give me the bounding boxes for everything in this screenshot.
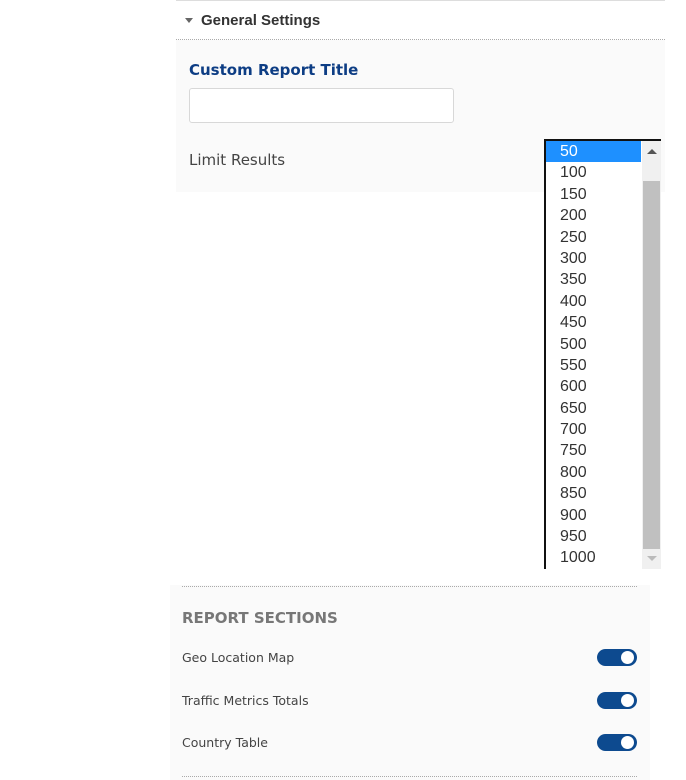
scrollbar-thumb[interactable] xyxy=(643,181,660,549)
section-label: Traffic Metrics Totals xyxy=(182,692,309,708)
limit-option[interactable]: 800 xyxy=(560,463,587,481)
report-sections-title: REPORT SECTIONS xyxy=(182,609,338,627)
section-row-geo-location-map: Geo Location Map xyxy=(182,648,637,666)
limit-option[interactable]: 350 xyxy=(560,271,587,289)
custom-report-title-label: Custom Report Title xyxy=(189,61,359,79)
limit-option[interactable]: 600 xyxy=(560,378,587,396)
country-table-toggle[interactable] xyxy=(597,733,637,751)
scroll-down-arrow-icon[interactable] xyxy=(647,556,657,561)
section-row-country-table: Country Table xyxy=(182,733,637,751)
limit-option[interactable]: 650 xyxy=(560,399,587,417)
limit-results-listbox[interactable]: 50 100 150 200 250 300 350 400 450 500 550 600 650 70… xyxy=(544,139,661,569)
limit-option[interactable]: 850 xyxy=(560,485,587,503)
limit-option[interactable]: 250 xyxy=(560,228,587,246)
scroll-up-arrow-icon[interactable] xyxy=(647,149,657,154)
section-row-traffic-metrics-totals: Traffic Metrics Totals xyxy=(182,691,637,709)
general-settings-panel: General Settings Custom Report Title Lim… xyxy=(176,0,665,192)
limit-option[interactable]: 750 xyxy=(560,442,587,460)
limit-option[interactable]: 700 xyxy=(560,421,587,439)
limit-option[interactable]: 300 xyxy=(560,249,587,267)
custom-report-title-input[interactable] xyxy=(189,88,454,123)
limit-option[interactable]: 500 xyxy=(560,335,587,353)
limit-results-label: Limit Results xyxy=(189,151,286,169)
section-title: General Settings xyxy=(201,11,321,29)
limit-option[interactable]: 550 xyxy=(560,356,587,374)
limit-option[interactable]: 400 xyxy=(560,292,587,310)
limit-option[interactable]: 150 xyxy=(560,185,587,203)
limit-option[interactable]: 100 xyxy=(560,164,587,182)
caret-down-icon[interactable] xyxy=(185,17,193,23)
divider xyxy=(182,776,637,777)
limit-option[interactable]: 200 xyxy=(560,207,587,225)
scrollbar[interactable] xyxy=(642,141,661,569)
geo-location-map-toggle[interactable] xyxy=(597,648,637,666)
divider xyxy=(182,586,637,587)
section-label: Country Table xyxy=(182,734,268,750)
limit-option[interactable]: 950 xyxy=(560,528,587,546)
report-sections-panel: REPORT SECTIONS Geo Location Map Traffic… xyxy=(170,585,650,780)
limit-option[interactable]: 450 xyxy=(560,314,587,332)
limit-option[interactable]: 50 xyxy=(546,141,641,163)
general-settings-header[interactable]: General Settings xyxy=(176,1,665,40)
section-label: Geo Location Map xyxy=(182,649,295,665)
limit-option[interactable]: 900 xyxy=(560,506,587,524)
limit-option[interactable]: 1000 xyxy=(560,549,596,567)
traffic-metrics-totals-toggle[interactable] xyxy=(597,691,637,709)
